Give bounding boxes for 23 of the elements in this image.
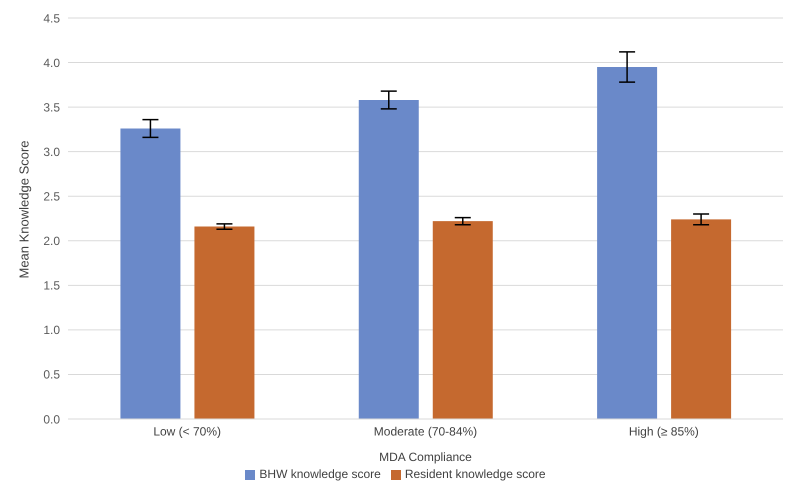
bar — [432, 221, 493, 419]
y-axis-title: Mean Knowledge Score — [16, 140, 32, 278]
y-tick-label: 0.5 — [43, 368, 60, 382]
legend-label: Resident knowledge score — [404, 467, 546, 481]
y-tick-label: 1.5 — [43, 278, 60, 293]
legend-label: BHW knowledge score — [259, 467, 381, 481]
bar — [194, 226, 254, 419]
x-tick-label: High (≥ 85%) — [628, 424, 699, 439]
y-tick-label: 1.0 — [43, 323, 60, 338]
y-tick-label: 4.5 — [43, 11, 60, 26]
bar — [358, 100, 419, 419]
y-tick-label: 3.5 — [43, 100, 60, 114]
y-tick-label: 2.0 — [43, 234, 60, 248]
bar — [597, 67, 658, 419]
y-tick-label: 4.0 — [43, 56, 60, 70]
x-tick-label: Moderate (70-84%) — [374, 424, 478, 439]
y-tick-label: 0.0 — [43, 412, 60, 426]
y-tick-label: 2.5 — [43, 189, 60, 204]
x-tick-label: Low (< 70%) — [153, 424, 222, 439]
y-tick-label: 3.0 — [43, 144, 60, 159]
bar — [120, 128, 180, 419]
bar — [671, 219, 732, 419]
x-axis-title: MDA Compliance — [379, 450, 472, 464]
